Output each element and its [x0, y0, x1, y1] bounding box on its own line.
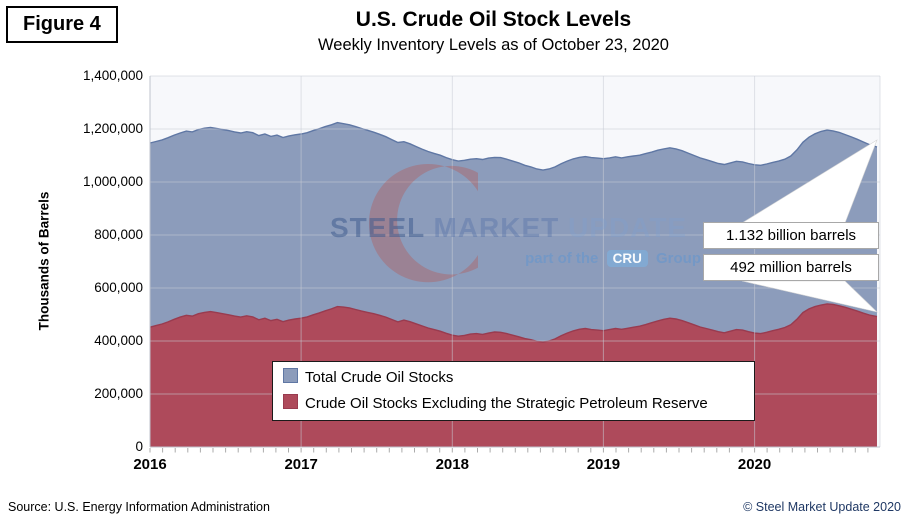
x-tick-label: 2016 — [133, 456, 167, 473]
legend-label-excl: Crude Oil Stocks Excluding the Strategic… — [305, 395, 708, 412]
legend-swatch-total — [283, 368, 298, 383]
x-tick-label: 2018 — [435, 456, 469, 473]
source-note: Source: U.S. Energy Information Administ… — [8, 500, 270, 514]
legend-label-total: Total Crude Oil Stocks — [305, 369, 454, 386]
legend-item-excl: Crude Oil Stocks Excluding the Strategic… — [283, 391, 744, 417]
callout-total-value: 1.132 billion barrels — [703, 222, 879, 249]
page-title: U.S. Crude Oil Stock Levels — [355, 8, 632, 31]
x-tick-label: 2020 — [737, 456, 772, 473]
y-tick-label: 1,000,000 — [82, 174, 143, 189]
callout-excl-value: 492 million barrels — [703, 254, 879, 281]
y-tick-label: 400,000 — [94, 333, 143, 348]
legend-item-total: Total Crude Oil Stocks — [283, 365, 744, 391]
y-tick-label: 1,200,000 — [82, 121, 143, 136]
x-tick-label: 2019 — [586, 456, 621, 473]
figure-label: Figure 4 — [6, 6, 118, 43]
chart-subtitle: Weekly Inventory Levels as of October 23… — [318, 36, 669, 54]
y-tick-label: 0 — [135, 439, 143, 454]
legend-swatch-excl — [283, 394, 298, 409]
y-tick-label: 600,000 — [94, 280, 143, 295]
y-tick-label: 1,400,000 — [82, 68, 143, 83]
chart-legend: Total Crude Oil Stocks Crude Oil Stocks … — [272, 361, 755, 421]
y-tick-label: 800,000 — [94, 227, 143, 242]
copyright-note: © Steel Market Update 2020 — [743, 500, 901, 514]
x-tick-label: 2017 — [284, 456, 318, 473]
y-tick-label: 200,000 — [94, 386, 143, 401]
y-axis-title: Thousands of Barrels — [36, 191, 52, 331]
